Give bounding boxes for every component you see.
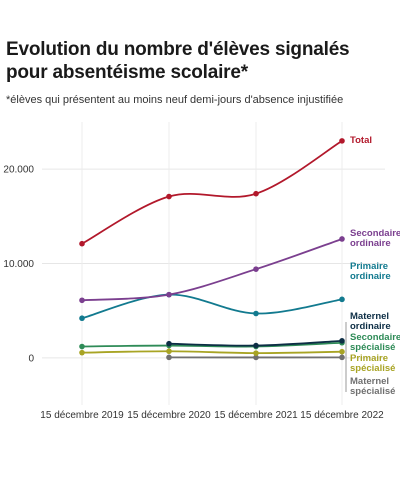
- data-point-total: [253, 190, 259, 197]
- series-label-secondaire-specialise: spécialisé: [350, 342, 395, 353]
- data-point-total: [339, 138, 345, 144]
- data-point-maternel-ordinaire: [166, 340, 172, 347]
- series-label-total: Total: [350, 135, 372, 146]
- series-label-maternel-specialise: Maternel: [350, 376, 389, 387]
- y-tick-label: 10.000: [3, 259, 34, 270]
- y-tick-label: 0: [28, 353, 34, 364]
- data-point-secondaire-ordinaire: [79, 297, 85, 304]
- data-point-maternel-ordinaire: [339, 338, 345, 344]
- data-point-maternel-specialise: [253, 354, 259, 361]
- data-point-total: [166, 193, 172, 200]
- x-tick-label: 15 décembre 2019: [40, 410, 124, 421]
- series-label-primaire-ordinaire: Primaire: [350, 261, 388, 272]
- series-line-secondaire-specialise: [81, 341, 343, 348]
- y-axis-ticks: 0 10.000 20.000: [3, 165, 34, 365]
- series-line-secondaire-ordinaire: [81, 238, 343, 302]
- data-point-primaire-ordinaire: [253, 310, 259, 317]
- x-tick-label: 15 décembre 2020: [127, 410, 211, 421]
- series-label-maternel-ordinaire: ordinaire: [350, 321, 391, 332]
- data-point-primaire-ordinaire: [339, 296, 345, 303]
- data-point-primaire-specialise: [166, 348, 172, 355]
- data-point-primaire-ordinaire: [79, 315, 85, 322]
- data-point-total: [79, 240, 85, 247]
- y-tick-label: 20.000: [3, 165, 34, 176]
- series-label-primaire-ordinaire: ordinaire: [350, 271, 391, 282]
- data-point-secondaire-ordinaire: [339, 236, 345, 242]
- chart-title: Evolution du nombre d'élèves signalés po…: [6, 39, 350, 83]
- x-axis-ticks: 15 décembre 2019 15 décembre 2020 15 décem…: [40, 410, 384, 421]
- series-layer: [79, 138, 345, 361]
- x-tick-label: 15 décembre 2021: [214, 410, 298, 421]
- series-line-total: [81, 140, 343, 245]
- series-line-primaire-ordinaire: [81, 293, 343, 320]
- data-point-secondaire-specialise: [79, 343, 85, 350]
- series-label-secondaire-ordinaire: ordinaire: [350, 238, 391, 249]
- data-point-secondaire-ordinaire: [166, 291, 172, 298]
- series-label-maternel-ordinaire: Maternel: [350, 311, 389, 322]
- series-line-primaire-specialise: [81, 350, 343, 355]
- data-point-secondaire-ordinaire: [253, 266, 259, 272]
- series-label-primaire-specialise: Primaire: [350, 353, 388, 364]
- data-point-primaire-specialise: [253, 350, 259, 356]
- series-label-primaire-specialise: spécialisé: [350, 363, 395, 374]
- data-point-primaire-specialise: [339, 348, 345, 355]
- grid-layer: [42, 122, 385, 405]
- series-label-secondaire-specialise: Secondaire: [350, 332, 400, 343]
- series-label-maternel-specialise: spécialisé: [350, 386, 395, 397]
- series-label-secondaire-ordinaire: Secondaire: [350, 228, 400, 239]
- data-point-maternel-ordinaire: [253, 342, 259, 349]
- series-labels: TotalSecondaireordinairePrimaireordinair…: [345, 135, 400, 397]
- x-tick-label: 15 décembre 2022: [300, 410, 384, 421]
- data-point-maternel-specialise: [339, 354, 345, 361]
- data-point-primaire-specialise: [79, 349, 85, 356]
- data-point-maternel-specialise: [166, 354, 172, 361]
- chart-subtitle: *élèves qui présentent au moins neuf dem…: [6, 94, 344, 106]
